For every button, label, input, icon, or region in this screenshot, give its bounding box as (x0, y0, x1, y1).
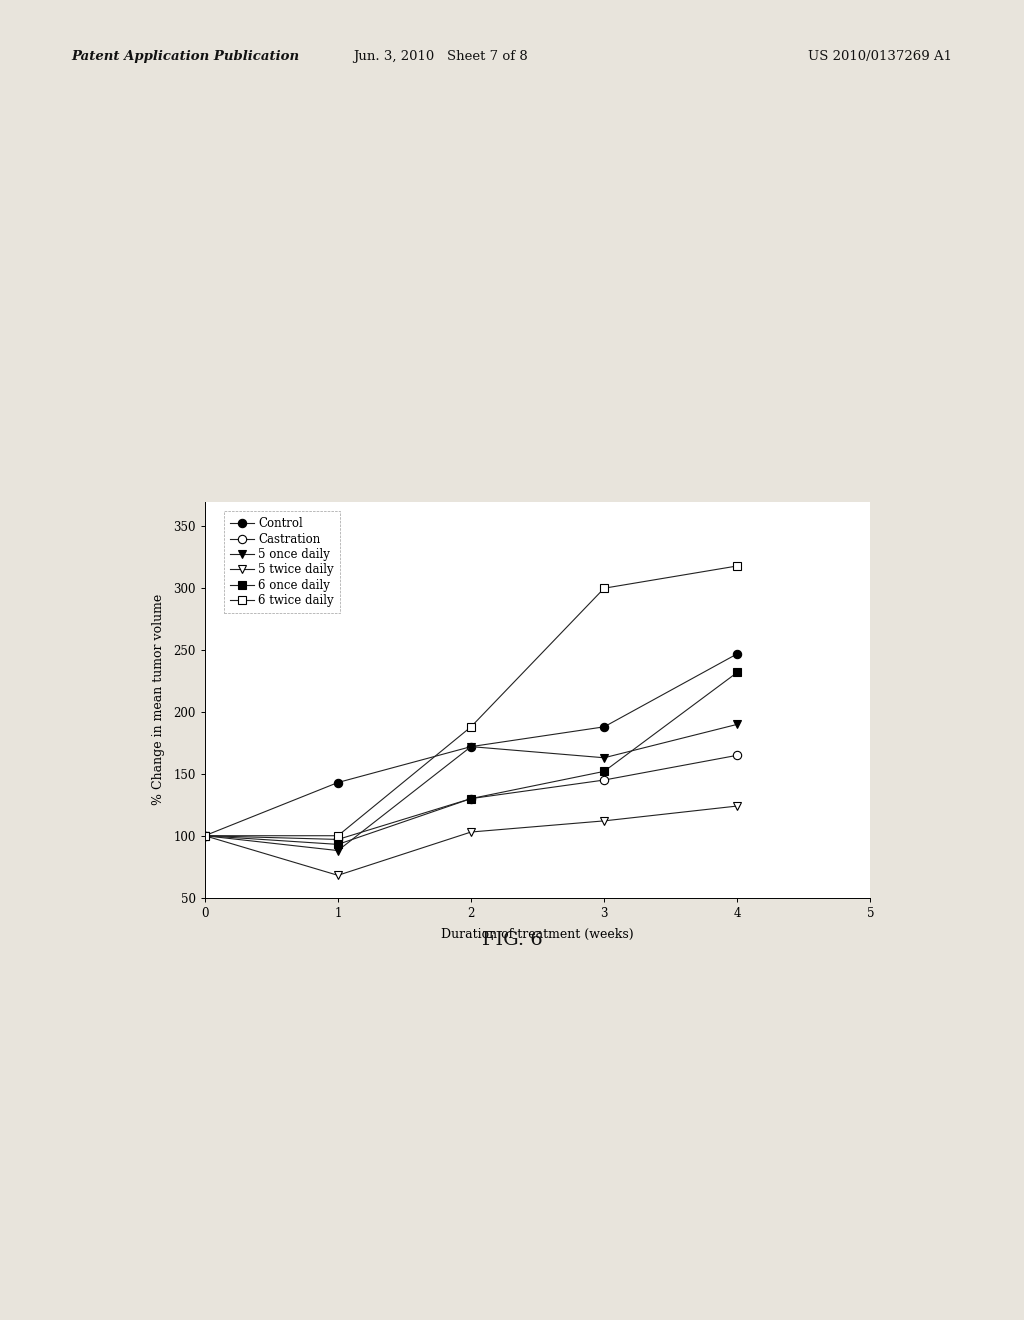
5 once daily (731, 717, 743, 733)
Castration (332, 832, 344, 847)
5 twice daily (332, 867, 344, 883)
6 twice daily (598, 581, 610, 597)
Control (465, 739, 477, 755)
Castration (598, 772, 610, 788)
6 twice daily (332, 828, 344, 843)
Text: Jun. 3, 2010   Sheet 7 of 8: Jun. 3, 2010 Sheet 7 of 8 (353, 50, 527, 63)
5 once daily (598, 750, 610, 766)
Text: US 2010/0137269 A1: US 2010/0137269 A1 (808, 50, 952, 63)
6 twice daily (465, 719, 477, 735)
Y-axis label: % Change in mean tumor volume: % Change in mean tumor volume (152, 594, 165, 805)
Control (332, 775, 344, 791)
Line: 6 twice daily: 6 twice daily (201, 562, 741, 840)
Control (731, 645, 743, 661)
X-axis label: Duration of treatment (weeks): Duration of treatment (weeks) (441, 928, 634, 941)
5 twice daily (598, 813, 610, 829)
Castration (731, 747, 743, 763)
Line: Control: Control (201, 649, 741, 840)
Line: 5 twice daily: 5 twice daily (201, 801, 741, 879)
6 once daily (731, 664, 743, 680)
Line: 5 once daily: 5 once daily (201, 721, 741, 855)
6 once daily (332, 837, 344, 853)
Control (598, 719, 610, 735)
5 twice daily (465, 824, 477, 840)
6 once daily (199, 828, 211, 843)
5 once daily (199, 828, 211, 843)
Control (199, 828, 211, 843)
Line: 6 once daily: 6 once daily (201, 668, 741, 849)
5 once daily (465, 739, 477, 755)
Text: FIG. 6: FIG. 6 (481, 931, 543, 949)
6 once daily (465, 791, 477, 807)
5 twice daily (199, 828, 211, 843)
6 twice daily (199, 828, 211, 843)
Legend: Control, Castration, 5 once daily, 5 twice daily, 6 once daily, 6 twice daily: Control, Castration, 5 once daily, 5 twi… (224, 511, 340, 612)
Castration (465, 791, 477, 807)
5 twice daily (731, 799, 743, 814)
Line: Castration: Castration (201, 751, 741, 843)
5 once daily (332, 842, 344, 858)
6 twice daily (731, 558, 743, 574)
Castration (199, 828, 211, 843)
Text: Patent Application Publication: Patent Application Publication (72, 50, 300, 63)
6 once daily (598, 763, 610, 779)
